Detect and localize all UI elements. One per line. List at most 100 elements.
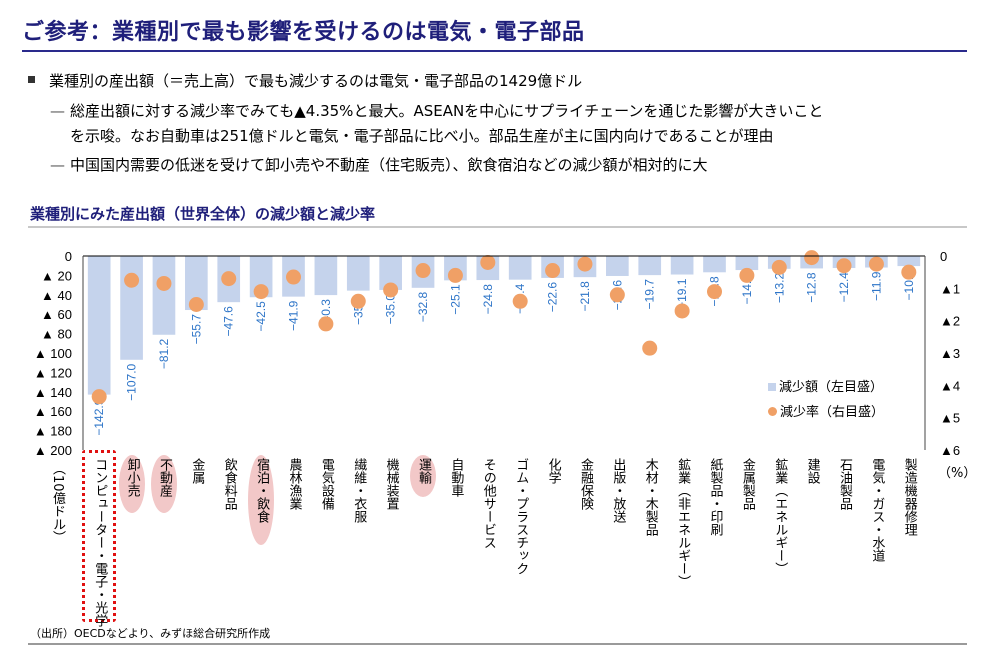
left-tick-label: ▲ 160 [34, 404, 72, 419]
bar-value-label: −11.9 [869, 271, 883, 301]
category-label: 宿泊・飲食 [254, 458, 270, 523]
left-tick-label: ▲ 140 [34, 385, 72, 400]
left-tick-label: ▲ 20 [41, 268, 72, 283]
category-label: 木材・木製品 [642, 458, 658, 536]
bar-value-labels: −142.9−107.0−81.2−55.7 −47.6 −42.5 −41.9 −40… [92, 270, 916, 436]
rate-dot [836, 258, 852, 274]
rate-dot [415, 263, 431, 279]
category-highlight [150, 455, 177, 513]
right-tick-label: 0 [940, 249, 947, 264]
left-tick-label: ▲ 80 [41, 327, 72, 342]
category-label: コンピューター・電子・光学 [92, 458, 108, 627]
rate-dot [804, 250, 820, 266]
left-tick-label: 0 [65, 249, 72, 264]
rate-dot [674, 303, 690, 319]
bullet-main-text: 業種別の産出額（＝売上高）で最も減少するのは電気・電子部品の1429億ドル [49, 72, 583, 90]
right-tick-label: ▲6 [940, 443, 960, 458]
bar [508, 256, 532, 280]
right-tick-label: ▲4 [940, 378, 960, 393]
bar-value-label: −13.2 [772, 272, 786, 303]
rate-dot [577, 256, 593, 272]
rate-dot [609, 287, 625, 303]
page-title: ご参考：業種別で最も影響を受けるのは電気・電子部品 [22, 20, 585, 45]
bar [185, 256, 208, 311]
category-label: 飲食料品 [221, 458, 237, 510]
bar-value-label: −47.6 [222, 306, 236, 337]
bar [606, 256, 629, 276]
bullet-sub-1-line-2: を示唆。なお自動車は251億ドルと電気・電子部品に比べ小。部品生産が主に国内向け… [70, 127, 774, 145]
left-tick-label: ▲ 200 [34, 443, 72, 458]
category-label: 金属 [189, 458, 205, 484]
chart-legend: 減少額（左目盛） 減少率（右目盛） [768, 375, 884, 425]
category-highlight [248, 455, 275, 545]
square-bullet-icon [28, 76, 35, 83]
legend-item-bar: 減少額（左目盛） [768, 375, 884, 400]
category-label: 自動車 [448, 458, 464, 497]
bar-value-label: −32.8 [416, 292, 430, 323]
bar-value-label: −12.8 [805, 272, 819, 303]
rate-dot [318, 316, 334, 332]
category-label: 製造機器修理 [901, 458, 917, 536]
rate-dot [771, 259, 787, 275]
category-label: 金融保険 [577, 458, 593, 510]
bar [897, 256, 921, 267]
category-label: 繊維・衣服 [351, 458, 367, 523]
bar-value-label: −25.1 [448, 284, 462, 315]
bar [346, 256, 370, 291]
category-label: 機械装置 [383, 458, 399, 510]
category-label: 出版・放送 [610, 458, 626, 523]
source-note: （出所）OECDなどより、みずほ総合研究所作成 [30, 627, 271, 640]
bar-value-label: −24.8 [481, 284, 495, 315]
category-label: 卸小売 [124, 458, 140, 497]
bullet-sub-1-line-1: 総産出額に対する減少率でみても▲4.35%と最大。ASEANを中心にサプライチェ… [70, 102, 824, 120]
category-emphasis-box [82, 450, 117, 622]
right-tick-label: ▲3 [940, 346, 960, 361]
bar-swatch-icon [768, 383, 776, 391]
category-highlight [118, 455, 145, 513]
dot-swatch-icon [768, 407, 777, 416]
category-label: 紙製品・印刷 [707, 458, 723, 536]
category-label: その他サービス [480, 458, 496, 549]
category-label: 金属製品 [739, 458, 755, 510]
bar [120, 256, 143, 360]
rate-series [91, 250, 917, 405]
title-divider [22, 50, 967, 52]
left-tick-label: ▲ 60 [41, 307, 72, 322]
rate-dot [707, 284, 722, 300]
left-tick-label: ▲ 40 [41, 288, 72, 303]
left-tick-label: ▲ 100 [34, 346, 72, 361]
left-axis-unit: （10億ドル） [50, 462, 65, 544]
rate-dot [447, 267, 463, 283]
rate-dot [512, 293, 528, 309]
bar-value-label: −19.7 [643, 279, 657, 310]
bar-value-label: −35.0 [384, 294, 398, 325]
bar [314, 256, 338, 296]
left-tick-label: ▲ 120 [34, 365, 72, 380]
rate-dot [480, 254, 496, 270]
right-tick-label: ▲2 [940, 314, 960, 329]
dash-icon: — [50, 156, 65, 174]
axes: 0 ▲ 20 ▲ 40 ▲ 60 ▲ 80 ▲ 100 ▲ 120 ▲ 140 ▲ 160 ▲ 1… [34, 249, 960, 458]
bullet-sub-1: — 総産出額に対する減少率でみても▲4.35%と最大。ASEANを中心にサプライチ… [50, 98, 823, 124]
rate-dot [286, 269, 301, 285]
category-label: 建設 [804, 458, 820, 484]
category-label: 石油製品 [837, 458, 853, 510]
bar-value-label: −107.0 [125, 363, 139, 400]
category-label: 電気設備 [318, 458, 334, 510]
bullet-sub-2: — 中国国内需要の低迷を受けて卸小売や不動産（住宅販売）、飲食宿泊などの減少額が相… [50, 152, 708, 178]
rate-dot [545, 263, 561, 279]
rate-dot [739, 267, 755, 283]
right-axis-unit: （%） [938, 466, 977, 481]
legend-dot-label: 減少率（右目盛） [780, 405, 885, 420]
category-label: 農林漁業 [286, 458, 302, 510]
bullet-sub-2-text: 中国国内需要の低迷を受けて卸小売や不動産（住宅販売）、飲食宿泊などの減少額が相対… [70, 156, 708, 174]
bar-value-label: −81.2 [157, 338, 171, 369]
bar [379, 256, 402, 290]
category-label: 化学 [545, 458, 561, 484]
rate-dot [156, 275, 172, 291]
category-label: ゴム・プラスチック [513, 458, 529, 575]
rate-dot [642, 340, 658, 356]
right-tick-label: ▲5 [940, 411, 960, 426]
bar-value-label: −12.4 [837, 272, 851, 303]
bar-value-label: −142.9 [92, 398, 106, 435]
